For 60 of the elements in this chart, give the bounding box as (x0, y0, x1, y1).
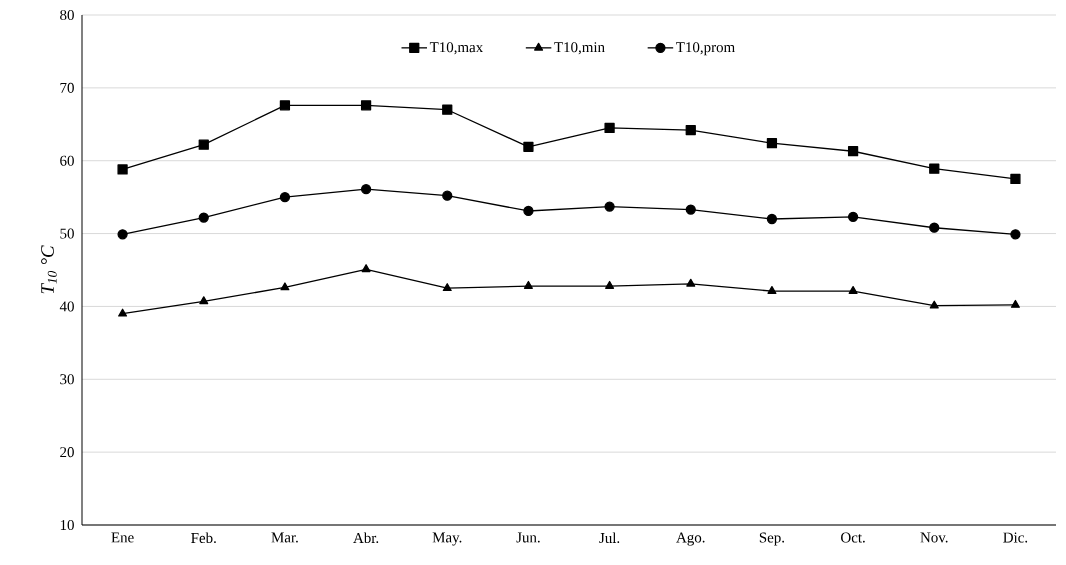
x-tick-label: Jul. (599, 532, 620, 544)
point (279, 100, 291, 111)
point (360, 100, 372, 111)
point (686, 278, 696, 287)
x-tick-label: Ene (111, 532, 134, 543)
point (767, 285, 777, 295)
point (117, 164, 128, 175)
y-tick-label: 40 (59, 301, 74, 312)
point (1010, 299, 1020, 308)
point (685, 204, 696, 215)
x-tick-label: Mar. (271, 532, 298, 543)
point (847, 211, 859, 222)
x-tick-label: Nov. (920, 532, 948, 543)
legend-label: T10,prom (676, 42, 735, 56)
legend-label: T10,max (429, 42, 483, 55)
x-tick-label: Abr. (353, 532, 379, 544)
point (198, 212, 209, 223)
point (198, 139, 209, 150)
y-tick-label: 80 (60, 9, 74, 21)
point (523, 205, 534, 217)
point (847, 146, 859, 157)
x-tick-label: Feb. (191, 532, 216, 544)
y-tick-label: 70 (60, 82, 74, 93)
point (929, 163, 940, 174)
point (360, 183, 372, 195)
x-tick-label: Sep. (759, 532, 785, 546)
point (929, 300, 939, 309)
point (929, 222, 940, 233)
point (442, 190, 453, 201)
point (361, 264, 371, 273)
point (1010, 173, 1021, 185)
y-tick-label: 50 (60, 228, 74, 239)
point (766, 138, 778, 149)
point (280, 282, 290, 291)
y-tick-label: 10 (60, 519, 74, 531)
x-tick-label: May. (432, 532, 462, 546)
point (442, 283, 452, 292)
y-axis-title: T$_{10}$ °C (41, 245, 57, 294)
x-tick-label: Oct. (841, 532, 865, 543)
point (766, 213, 778, 225)
x-tick-label: Jun. (516, 532, 540, 543)
point (605, 280, 615, 289)
point (199, 296, 209, 305)
point (1010, 229, 1021, 240)
legend-label: T10,min (554, 42, 605, 55)
point (442, 104, 453, 115)
point (279, 192, 291, 203)
point (604, 122, 615, 134)
point (685, 124, 696, 136)
y-tick-label: 30 (60, 374, 74, 385)
y-tick-label: 20 (60, 447, 74, 458)
point (523, 141, 534, 153)
point (117, 229, 128, 240)
point (118, 308, 128, 317)
x-tick-label: Dic. (1003, 532, 1028, 543)
x-tick-label: Ago. (676, 532, 705, 546)
y-tick-label: 60 (60, 155, 74, 166)
point (523, 280, 533, 289)
point (848, 285, 858, 295)
point (604, 201, 615, 212)
